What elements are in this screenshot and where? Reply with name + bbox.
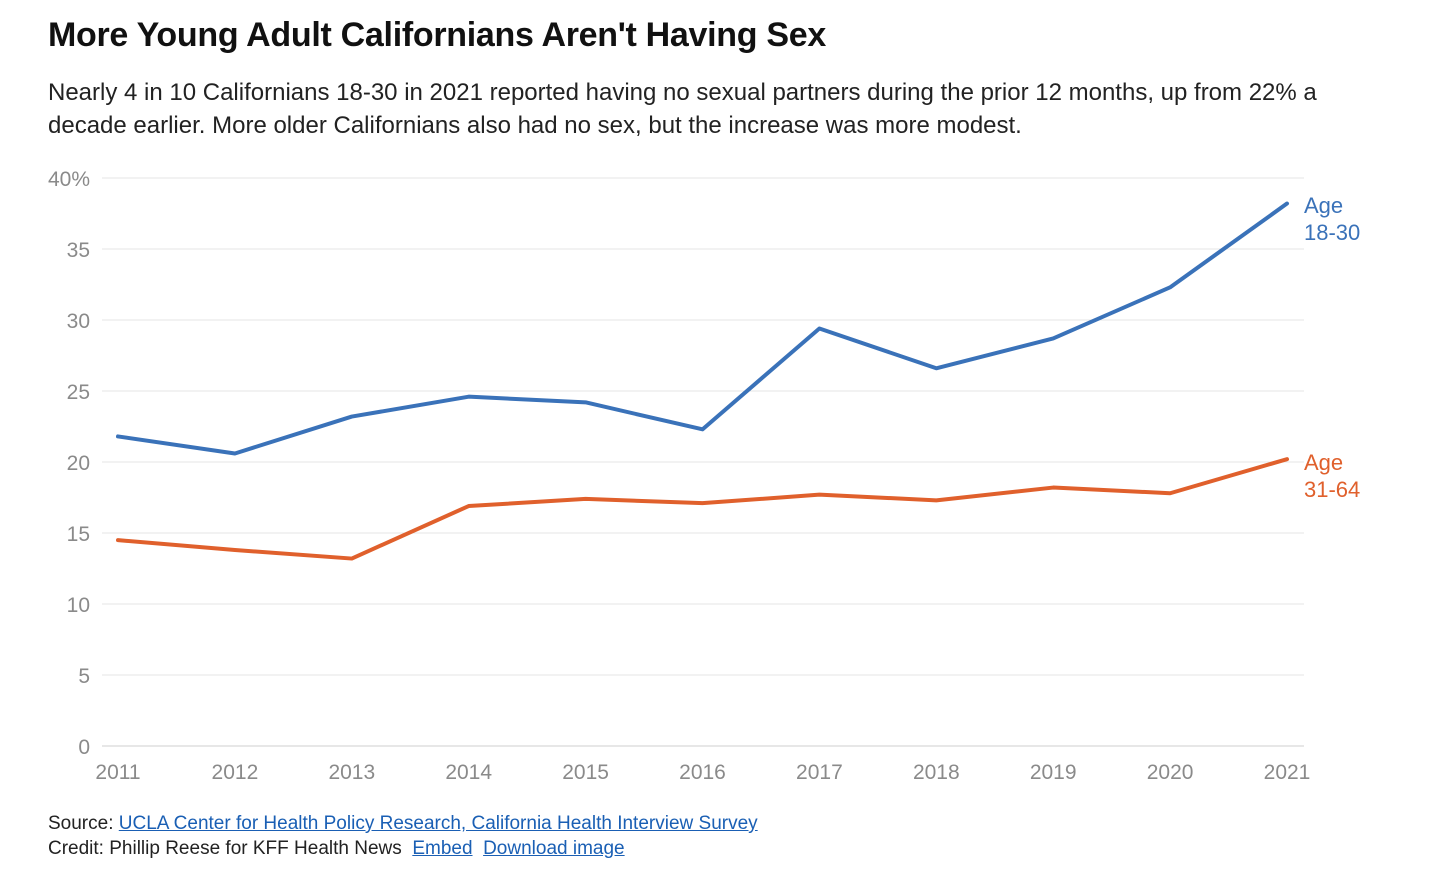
- x-tick-label: 2018: [913, 761, 960, 784]
- x-tick-label: 2012: [212, 761, 259, 784]
- credit-text: Credit: Phillip Reese for KFF Health New…: [48, 838, 402, 859]
- x-tick-label: 2016: [679, 761, 726, 784]
- x-tick-label: 2013: [328, 761, 375, 784]
- source-link[interactable]: UCLA Center for Health Policy Research, …: [118, 813, 758, 834]
- y-tick-label: 10: [67, 594, 90, 617]
- series-label: Age: [1304, 193, 1343, 218]
- x-tick-label: 2021: [1264, 761, 1311, 784]
- x-tick-label: 2020: [1147, 761, 1194, 784]
- y-tick-label: 15: [67, 523, 90, 546]
- source-label: Source:: [48, 813, 114, 834]
- x-tick-label: 2017: [796, 761, 843, 784]
- y-tick-label: 25: [67, 381, 90, 404]
- embed-link[interactable]: Embed: [412, 838, 473, 859]
- y-tick-label: 0: [78, 736, 90, 759]
- x-tick-label: 2011: [95, 761, 140, 784]
- y-tick-label: 5: [78, 665, 90, 688]
- download-image-link[interactable]: Download image: [483, 838, 625, 859]
- x-tick-label: 2015: [562, 761, 609, 784]
- y-tick-label: 40%: [48, 168, 90, 191]
- credit-line: Credit: Phillip Reese for KFF Health New…: [48, 838, 625, 860]
- series-line-age-18-30: [116, 201, 1289, 456]
- x-tick-label: 2019: [1030, 761, 1077, 784]
- chart-title: More Young Adult Californians Aren't Hav…: [48, 16, 826, 54]
- series-line-age-31-64: [116, 457, 1289, 561]
- y-tick-label: 20: [67, 452, 90, 475]
- series-label: Age: [1304, 450, 1343, 475]
- series-label: 31-64: [1304, 477, 1360, 502]
- y-tick-label: 30: [67, 310, 90, 333]
- chart-subtitle: Nearly 4 in 10 Californians 18-30 in 202…: [48, 79, 1317, 139]
- y-tick-label: 35: [67, 239, 90, 262]
- x-tick-label: 2014: [445, 761, 492, 784]
- series-label: 18-30: [1304, 220, 1360, 245]
- source-line: Source: UCLA Center for Health Policy Re…: [48, 813, 758, 835]
